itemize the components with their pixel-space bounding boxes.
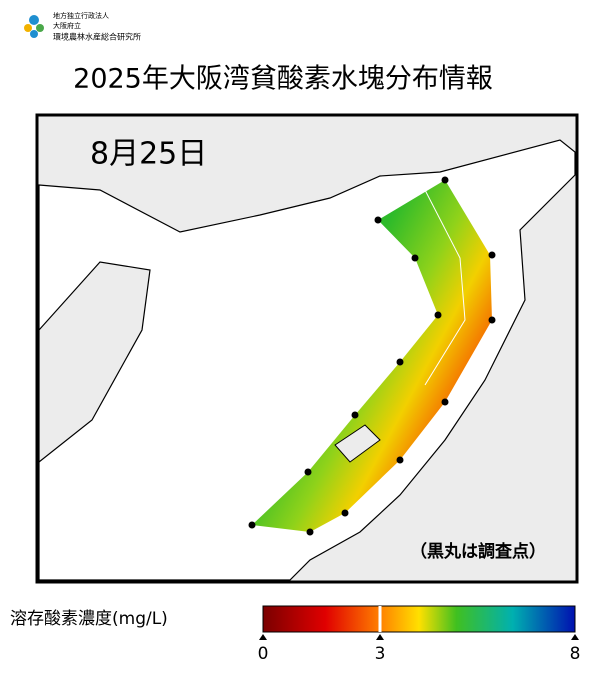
tick-label: 8 bbox=[570, 644, 581, 664]
date: 8月25日 bbox=[90, 137, 207, 172]
colorbar-label: 溶存酸素濃度(mg/L) bbox=[10, 609, 168, 629]
org-line: 環境農林水産総合研究所 bbox=[53, 32, 141, 42]
tick-label: 0 bbox=[258, 644, 269, 664]
tick-mark bbox=[259, 634, 267, 640]
org-line: 大阪府立 bbox=[53, 21, 81, 30]
colorbar bbox=[262, 605, 576, 633]
org-line: 地方独立行政法人 bbox=[53, 11, 109, 20]
title: 2025年大阪湾貧酸素水塊分布情報 bbox=[73, 64, 493, 95]
tick-mark bbox=[376, 634, 384, 640]
note: （黒丸は調査点） bbox=[410, 541, 546, 562]
colorbar-ticks: 0 3 8 bbox=[258, 606, 581, 664]
map bbox=[35, 113, 579, 584]
logo bbox=[24, 15, 44, 38]
tick-label: 3 bbox=[375, 644, 386, 664]
tick-mark bbox=[571, 634, 579, 640]
